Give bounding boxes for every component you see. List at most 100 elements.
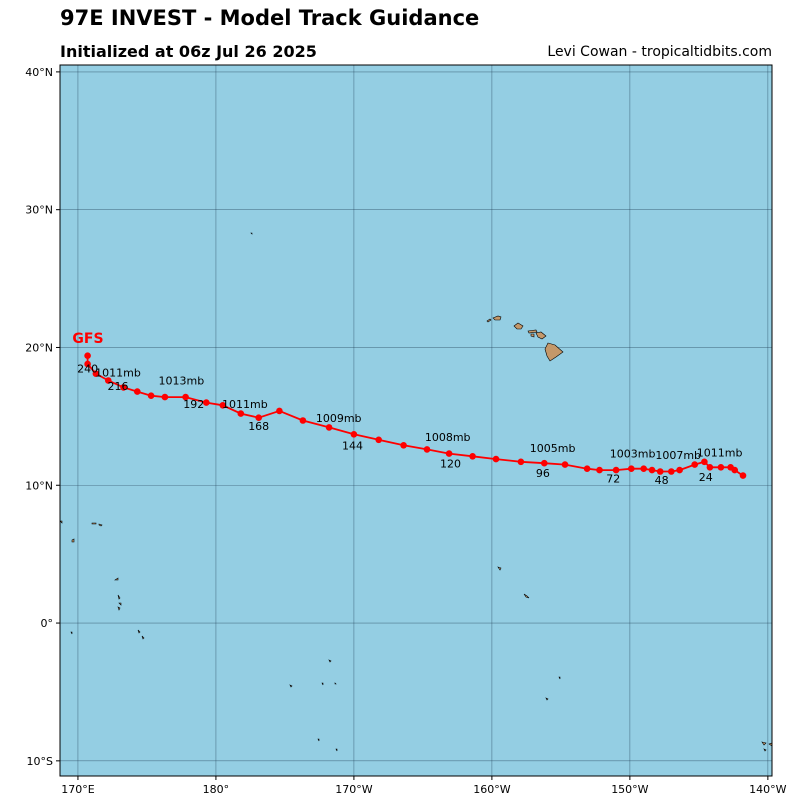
forecast-hour-label: 168 — [248, 420, 269, 433]
lat-tick-label: 30°N — [25, 204, 53, 217]
track-point — [237, 410, 245, 417]
land-features — [60, 232, 772, 752]
lat-tick-label: 10°N — [25, 479, 53, 492]
track-point — [255, 414, 262, 422]
track-point — [648, 466, 656, 474]
map-frame — [59, 64, 773, 777]
track-point — [325, 424, 333, 431]
ocean-background — [60, 65, 772, 776]
track-point — [706, 464, 714, 471]
pressure-label: 1011mb — [697, 446, 743, 459]
track-point — [423, 446, 431, 453]
track-point — [134, 388, 141, 395]
forecast-hour-label: 48 — [655, 474, 669, 487]
island-maui — [535, 331, 547, 340]
lon-tick-label: 170°E — [61, 783, 94, 796]
track-point — [400, 442, 407, 449]
forecast-hour-label: 72 — [606, 473, 620, 486]
track-point — [691, 461, 698, 468]
island-niihau — [486, 318, 492, 323]
island-small — [289, 684, 293, 688]
track-point — [161, 393, 169, 401]
track-point — [628, 465, 635, 473]
island-small — [60, 232, 253, 635]
pressure-label: 1007mb — [655, 449, 701, 462]
track-point — [541, 459, 548, 467]
island-small — [328, 659, 332, 663]
track-point — [517, 458, 525, 466]
track-point — [596, 466, 603, 474]
track-point — [147, 392, 155, 400]
init-time: Initialized at 06z Jul 26 2025 — [60, 42, 317, 61]
forecast-hour-label: 144 — [342, 439, 363, 452]
forecast-hour-label: 216 — [108, 380, 129, 393]
track-point — [375, 436, 383, 444]
pressure-label: 1011mb — [222, 398, 268, 411]
track-point — [668, 468, 675, 475]
island-small — [91, 522, 103, 527]
track-point — [105, 377, 112, 384]
pressure-label: 1009mb — [316, 412, 362, 425]
island-small — [114, 577, 119, 581]
island-small — [71, 538, 75, 543]
island-lanai — [530, 333, 535, 338]
island-small — [545, 697, 549, 701]
gfs-track — [84, 352, 747, 479]
track-point — [561, 461, 569, 468]
pressure-label: 1011mb — [95, 366, 141, 379]
pressure-label: 1008mb — [425, 431, 471, 444]
track-point — [583, 465, 591, 473]
track-point — [656, 468, 664, 475]
forecast-hour-label: 240 — [77, 362, 98, 375]
lat-tick-label: 40°N — [25, 66, 53, 79]
credit-text: Levi Cowan - tropicaltidbits.com — [547, 44, 772, 60]
island-small — [761, 741, 772, 752]
island-oahu — [513, 322, 524, 330]
track-point — [717, 464, 725, 471]
lon-tick-label: 140°W — [749, 783, 786, 796]
track-point — [727, 464, 734, 471]
track-point — [299, 417, 307, 424]
track-point — [469, 453, 476, 460]
forecast-hour-label: 192 — [183, 398, 204, 411]
island-small — [137, 629, 145, 640]
track-point — [219, 402, 227, 409]
track-labels: 1011mb1007mb1003mb1005mb1008mb1009mb1011… — [77, 362, 742, 487]
track-point — [445, 450, 453, 457]
island-small — [317, 738, 338, 752]
island-kauai — [492, 315, 502, 321]
track-point — [276, 407, 283, 415]
island-small — [321, 682, 337, 686]
lat-tick-label: 0° — [41, 617, 54, 630]
lon-tick-label: 150°W — [611, 783, 648, 796]
track-point — [120, 384, 127, 391]
lon-tick-label: 160°W — [473, 783, 510, 796]
island-small — [117, 594, 122, 611]
track-point — [492, 455, 500, 463]
track-point — [739, 472, 747, 479]
track-point — [92, 370, 100, 378]
track-point — [612, 466, 620, 474]
pressure-label: 1013mb — [159, 375, 205, 388]
track-point — [701, 458, 708, 466]
track-point — [640, 465, 647, 473]
lat-tick-label: 10°S — [27, 755, 53, 768]
track-point — [84, 360, 91, 368]
track-point — [182, 393, 189, 401]
lat-tick-label: 20°N — [25, 341, 53, 354]
pressure-label: 1005mb — [530, 442, 576, 455]
lon-tick-label: 170°W — [335, 783, 372, 796]
pressure-label: 1003mb — [610, 448, 656, 461]
island-small — [558, 676, 561, 680]
forecast-hour-label: 120 — [440, 457, 461, 470]
axis-ticks: 40°N 30°N 20°N 10°N 0° 10°S 170°E 180° 170°W 160°… — [25, 66, 786, 796]
island-hawaii — [544, 342, 564, 362]
track-point — [676, 466, 683, 474]
lon-tick-label: 180° — [203, 783, 230, 796]
island-small — [523, 593, 530, 599]
island-molokai — [527, 329, 538, 334]
track-point — [84, 352, 91, 360]
gridlines — [60, 65, 772, 776]
track-point — [350, 431, 358, 438]
